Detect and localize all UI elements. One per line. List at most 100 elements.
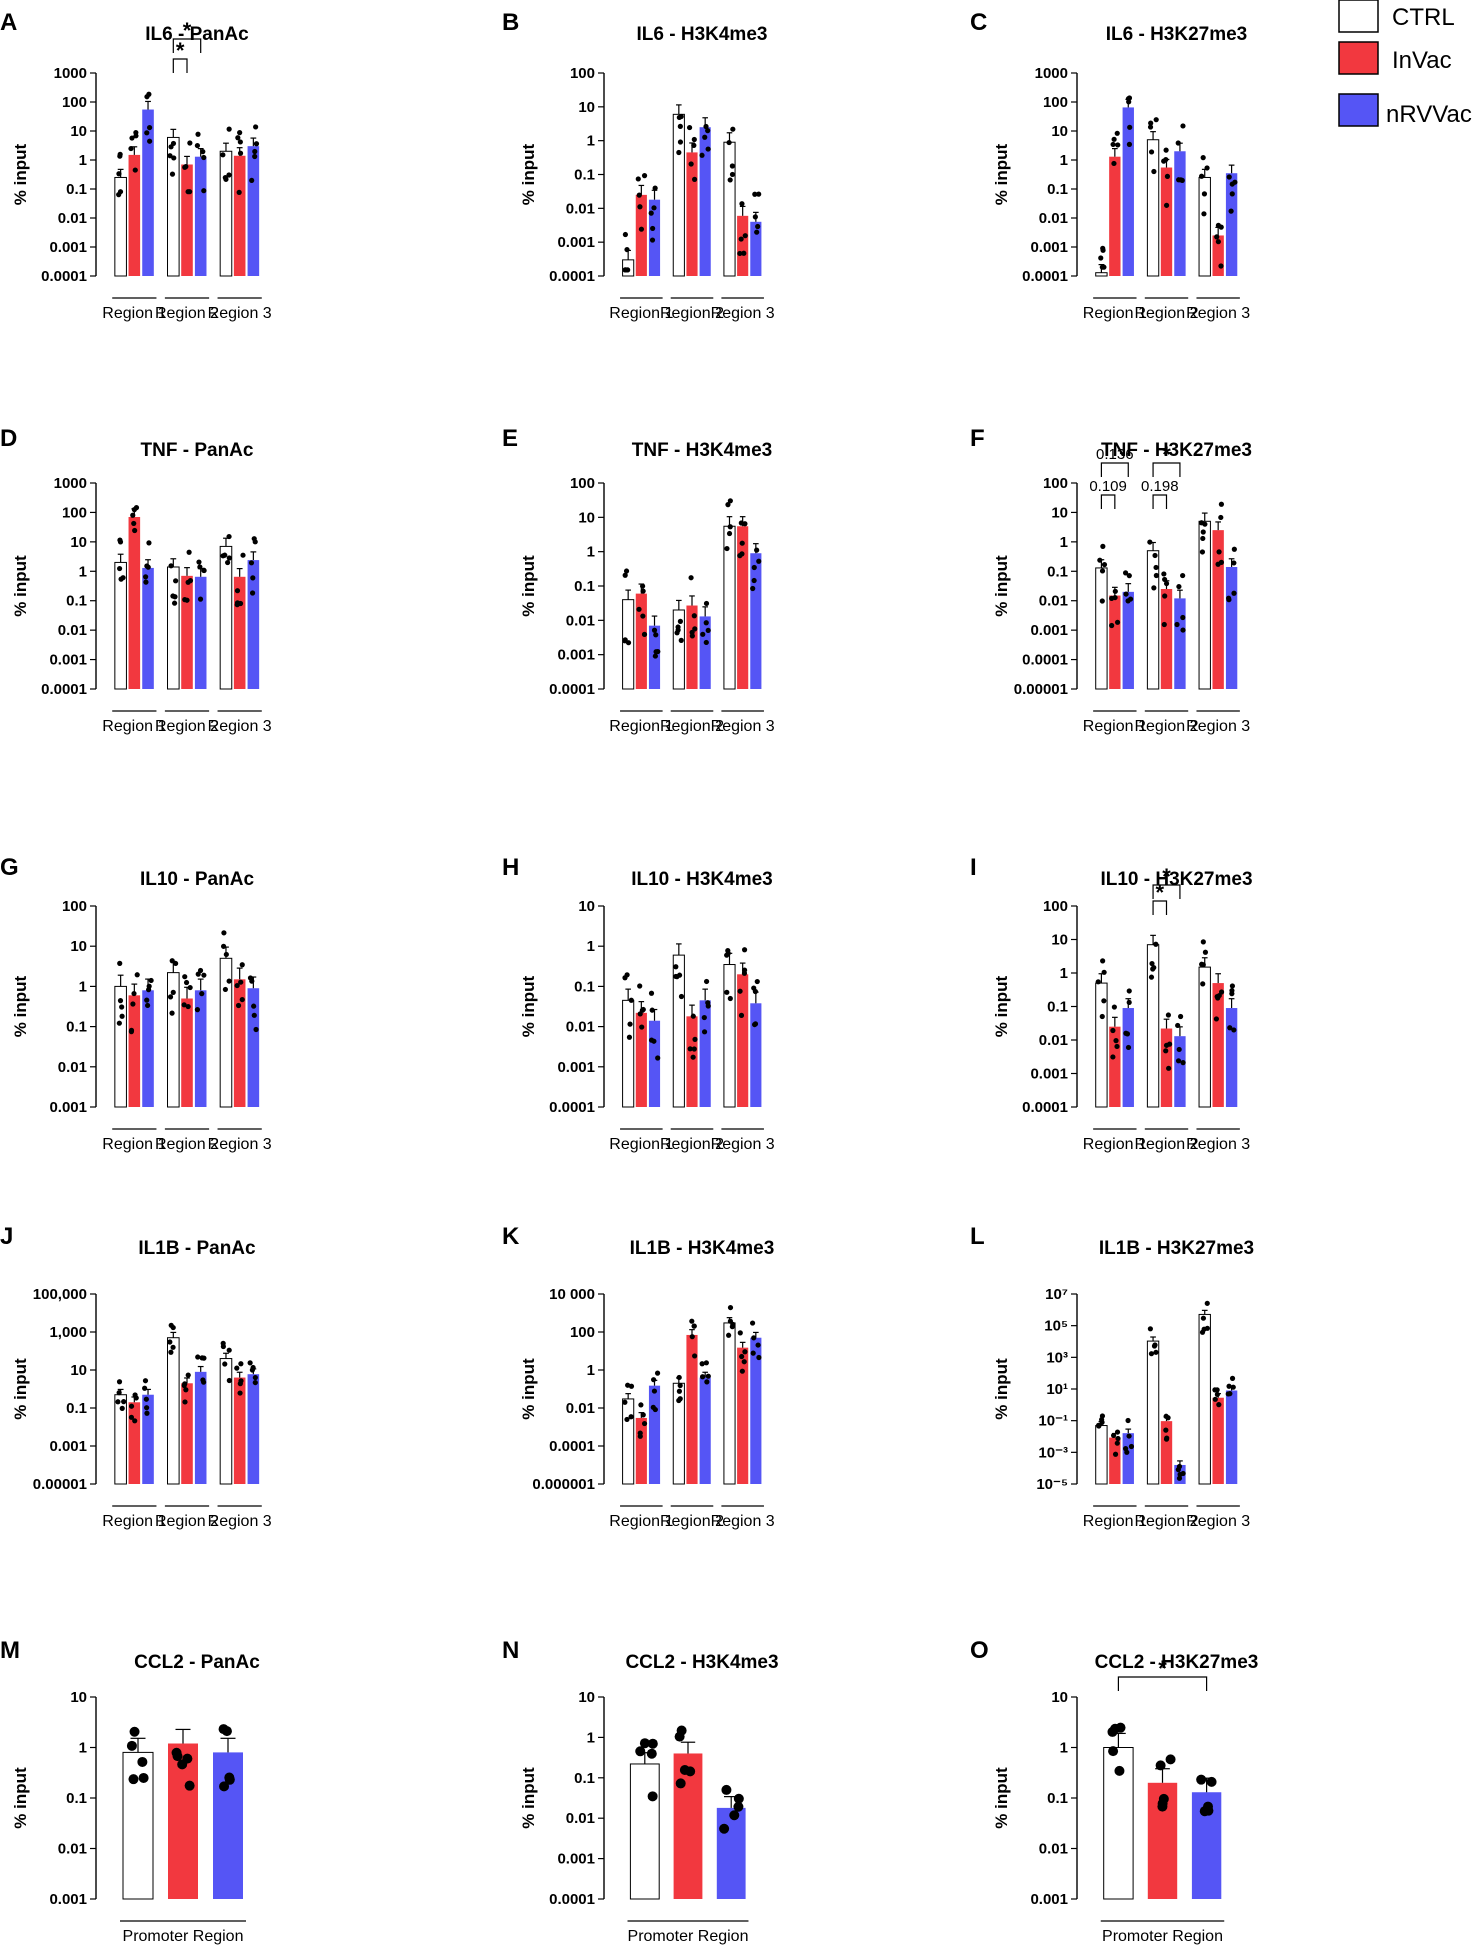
y-tick-label: 0.001 — [49, 239, 87, 256]
category-label: Region 1 — [609, 718, 673, 735]
bar-invac — [128, 154, 141, 276]
data-point — [195, 971, 201, 977]
panel-title: IL1B - H3K4me3 — [630, 1238, 775, 1259]
data-point — [128, 1403, 135, 1409]
data-point — [739, 540, 745, 546]
category-label: Region 3 — [1186, 1513, 1250, 1530]
y-axis-label: % input — [519, 975, 538, 1037]
y-tick-label: 1 — [1060, 1740, 1068, 1757]
significance-bracket — [1100, 494, 1116, 509]
y-tick-label: 100 — [1043, 94, 1068, 111]
y-tick-label: 0.0001 — [549, 268, 595, 285]
data-point — [674, 630, 680, 636]
data-point — [1153, 572, 1159, 579]
data-point — [1099, 598, 1105, 604]
y-tick-label: 10¹ — [1046, 1381, 1068, 1398]
y-tick-label: 1 — [1060, 152, 1068, 169]
data-point — [235, 135, 241, 141]
data-point — [1151, 1343, 1158, 1349]
data-point — [226, 1347, 232, 1353]
data-point — [249, 177, 255, 184]
data-point — [703, 978, 710, 985]
data-point — [739, 1368, 745, 1374]
data-point — [1166, 1041, 1173, 1047]
data-point — [131, 990, 137, 997]
y-tick-label: 0.00001 — [33, 1476, 87, 1493]
data-point — [1206, 1776, 1217, 1787]
data-point — [638, 1402, 644, 1408]
bar-nrvvac — [750, 1003, 762, 1107]
bar-nrvvac — [1225, 566, 1238, 689]
y-tick-label: 0.001 — [1030, 1891, 1068, 1908]
data-point — [1165, 1012, 1172, 1018]
data-point — [220, 943, 227, 949]
data-point — [637, 204, 643, 210]
bar-nrvvac — [194, 156, 207, 276]
data-point — [701, 1029, 708, 1035]
bar-ctrl — [167, 566, 180, 690]
y-tick-label: 1 — [79, 563, 87, 580]
data-point — [238, 1378, 244, 1384]
bar-ctrl — [723, 964, 736, 1108]
panel-title: CCL2 - H3K4me3 — [625, 1652, 778, 1673]
data-point — [1177, 1013, 1184, 1020]
y-tick-label: 0.001 — [49, 652, 87, 669]
data-point — [1214, 234, 1220, 240]
bar-ctrl — [723, 1322, 736, 1485]
data-point — [1198, 520, 1205, 526]
data-point — [1175, 1058, 1182, 1064]
data-point — [649, 1007, 655, 1013]
data-point — [1200, 981, 1206, 987]
data-point — [1180, 1470, 1186, 1477]
data-point — [251, 536, 257, 542]
data-point — [171, 600, 178, 606]
panel-C: C IL6 - H3K27me3 0.0001 0.001 0.01 0.1 1 10 100 1… — [970, 9, 1250, 322]
y-tick-label: 0.1 — [1047, 563, 1068, 580]
bar-invac — [1109, 156, 1121, 276]
y-axis-label: % input — [992, 1358, 1011, 1420]
data-point — [170, 989, 176, 995]
data-point — [676, 1388, 682, 1394]
data-point — [754, 229, 760, 235]
bar-ctrl — [672, 113, 685, 277]
y-tick-label: 0.0001 — [549, 1438, 595, 1455]
data-point — [654, 1370, 661, 1376]
data-point — [1163, 580, 1170, 587]
panel-N: N CCL2 - H3K4me3 0.0001 0.001 0.01 0.1 1 10 % in… — [502, 1637, 779, 1945]
data-point — [1218, 501, 1225, 507]
panel-title: IL10 - H3K4me3 — [631, 869, 773, 890]
data-point — [622, 572, 628, 578]
p-value-label: 0.109 — [1089, 478, 1127, 495]
data-point — [703, 1360, 709, 1366]
data-point — [686, 124, 693, 131]
data-point — [756, 1354, 762, 1361]
data-point — [181, 1382, 187, 1389]
data-point — [201, 1355, 207, 1361]
data-point — [677, 123, 683, 129]
y-tick-label: 0.0001 — [1022, 268, 1068, 285]
data-point — [133, 133, 139, 139]
data-point — [1166, 1065, 1172, 1071]
data-point — [673, 964, 679, 970]
y-tick-label: 10 — [578, 509, 595, 526]
data-point — [169, 171, 176, 177]
y-axis-label: % input — [519, 1358, 538, 1420]
bar-invac — [233, 155, 246, 276]
bar-invac — [737, 526, 749, 689]
data-point — [144, 130, 150, 136]
bar-ctrl — [1146, 550, 1160, 690]
data-point — [1176, 1046, 1182, 1053]
panel-letter: D — [0, 425, 17, 452]
data-point — [1200, 529, 1206, 535]
data-point — [1114, 1440, 1120, 1446]
data-point — [1126, 999, 1132, 1006]
data-point — [1101, 969, 1107, 975]
y-axis-label: % input — [11, 143, 30, 205]
data-point — [1147, 124, 1154, 130]
data-point — [1229, 1375, 1236, 1381]
data-point — [689, 1318, 695, 1324]
y-tick-label: 0.001 — [557, 1851, 595, 1868]
y-tick-label: 1 — [1060, 965, 1068, 982]
category-label: Region 1 — [1083, 1136, 1147, 1153]
y-tick-label: 10⁻¹ — [1038, 1413, 1068, 1430]
